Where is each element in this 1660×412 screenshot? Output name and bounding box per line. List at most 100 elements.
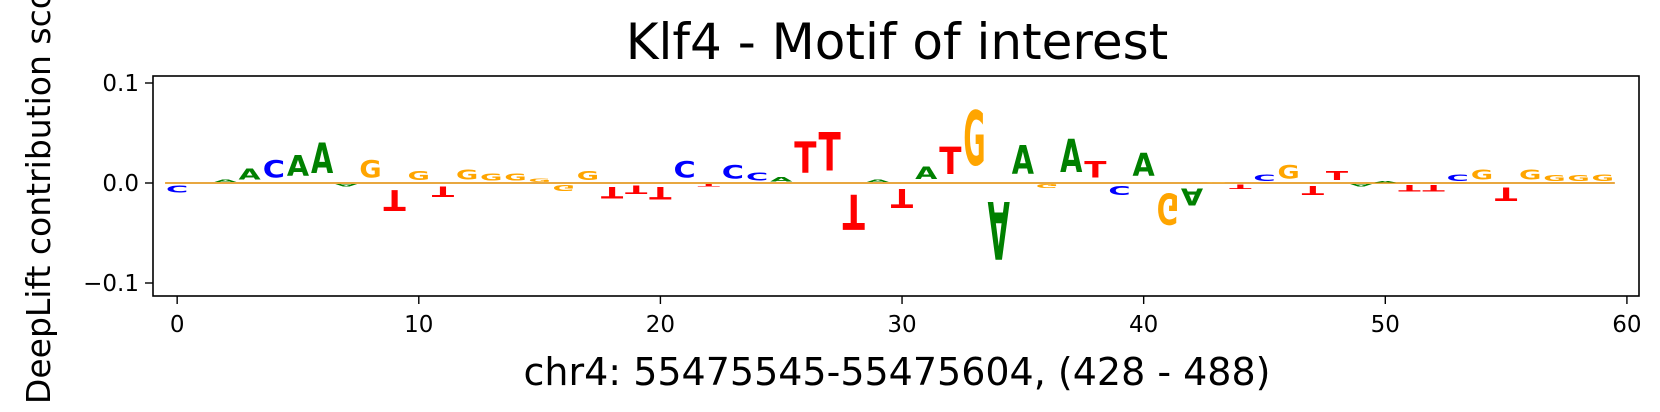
logo-letter-53: C bbox=[1447, 173, 1469, 183]
svg-text:C: C bbox=[263, 156, 285, 183]
svg-text:A: A bbox=[335, 183, 357, 187]
y-tick-label-1: 0.0 bbox=[102, 171, 139, 197]
svg-text:C: C bbox=[1253, 173, 1275, 183]
logo-letter-42: A bbox=[1181, 182, 1204, 209]
svg-text:T: T bbox=[625, 183, 648, 196]
logo-letter-38: T bbox=[1084, 157, 1106, 183]
svg-text:T: T bbox=[649, 183, 672, 203]
plot-frame bbox=[152, 75, 1640, 297]
svg-text:G: G bbox=[1592, 173, 1614, 183]
logo-letter-18: T bbox=[601, 182, 624, 201]
logo-letter-58: G bbox=[1567, 174, 1589, 183]
svg-text:T: T bbox=[794, 133, 816, 182]
logo-letter-17: G bbox=[577, 169, 599, 183]
svg-text:G: G bbox=[1519, 168, 1541, 184]
svg-text:T: T bbox=[939, 140, 961, 184]
svg-text:T: T bbox=[432, 183, 455, 200]
svg-text:A: A bbox=[1012, 138, 1035, 184]
svg-text:A: A bbox=[988, 182, 1010, 274]
logo-letter-4: C bbox=[263, 156, 285, 183]
svg-text:G: G bbox=[1205, 182, 1227, 183]
logo-letter-52: T bbox=[1423, 183, 1446, 193]
logo-letter-13: G bbox=[480, 172, 502, 183]
logo-letter-28: T bbox=[843, 183, 865, 239]
svg-text:T: T bbox=[1423, 183, 1446, 193]
logo-letter-7: A bbox=[335, 183, 357, 187]
svg-text:T: T bbox=[1326, 168, 1348, 183]
logo-letter-47: T bbox=[1302, 183, 1324, 198]
logo-letter-30: T bbox=[891, 183, 913, 213]
svg-text:A: A bbox=[867, 179, 889, 183]
logo-letter-32: T bbox=[939, 140, 961, 184]
logo-letter-41: G bbox=[1157, 183, 1179, 232]
svg-text:C: C bbox=[722, 161, 744, 183]
svg-text:A: A bbox=[1350, 183, 1372, 187]
logo-letter-3: A bbox=[239, 166, 261, 183]
logo-letter-33: G bbox=[963, 97, 985, 183]
svg-text:C: C bbox=[1447, 173, 1469, 183]
svg-text:T: T bbox=[1302, 183, 1324, 198]
logo-letter-40: A bbox=[1133, 148, 1155, 184]
logo-letter-43: G bbox=[1205, 182, 1227, 183]
svg-text:A: A bbox=[1374, 181, 1397, 183]
logo-letter-2: A bbox=[214, 179, 236, 183]
logo-letter-20: T bbox=[649, 183, 672, 203]
x-tick-label-50: 50 bbox=[1371, 312, 1400, 338]
svg-text:T: T bbox=[843, 183, 865, 239]
svg-text:G: G bbox=[1036, 183, 1058, 189]
svg-text:G: G bbox=[553, 183, 575, 192]
x-tick-label-30: 30 bbox=[887, 312, 916, 338]
svg-text:A: A bbox=[287, 150, 309, 183]
logo-letter-24: C bbox=[746, 171, 768, 183]
svg-text:T: T bbox=[1495, 183, 1517, 205]
svg-text:G: G bbox=[480, 172, 502, 183]
svg-text:T: T bbox=[1398, 183, 1421, 193]
svg-text:G: G bbox=[456, 168, 478, 184]
logo-letter-55: T bbox=[1495, 183, 1517, 205]
logo-letter-25: A bbox=[770, 176, 792, 183]
svg-text:G: G bbox=[359, 156, 381, 184]
svg-text:A: A bbox=[311, 136, 333, 184]
svg-text:T: T bbox=[601, 182, 624, 201]
svg-text:G: G bbox=[963, 97, 985, 183]
svg-text:G: G bbox=[1278, 162, 1300, 184]
logo-letter-19: T bbox=[625, 183, 648, 196]
logo-letter-6: A bbox=[311, 136, 333, 184]
x-tick-label-20: 20 bbox=[646, 312, 675, 338]
svg-text:A: A bbox=[214, 179, 236, 183]
y-axis-label: DeepLift contribution score bbox=[19, 0, 58, 404]
logo-letter-16: G bbox=[553, 183, 575, 192]
logo-letter-12: G bbox=[456, 168, 478, 184]
y-tick-label-0: 0.1 bbox=[102, 71, 139, 97]
logo-letter-54: G bbox=[1471, 168, 1493, 184]
logo-letter-51: T bbox=[1398, 183, 1421, 193]
svg-text:C: C bbox=[166, 183, 188, 194]
logo-letter-14: G bbox=[504, 172, 526, 183]
svg-text:T: T bbox=[818, 122, 840, 183]
logo-letter-21: C bbox=[673, 158, 695, 184]
logo-letter-0: C bbox=[166, 183, 188, 194]
svg-text:G: G bbox=[408, 169, 430, 183]
logo-letter-44: T bbox=[1229, 183, 1251, 190]
logo-letter-5: A bbox=[287, 150, 309, 183]
logo-letter-34: A bbox=[988, 182, 1010, 274]
svg-text:T: T bbox=[1084, 157, 1106, 183]
logo-letter-23: C bbox=[722, 161, 744, 183]
svg-text:G: G bbox=[577, 169, 599, 183]
svg-text:A: A bbox=[1060, 130, 1083, 183]
svg-text:A: A bbox=[770, 176, 792, 183]
axis-ticks: 0 10 20 30 40 50 60 0.1 0.0 −0.1 bbox=[83, 71, 1641, 338]
logo-letter-49: A bbox=[1350, 183, 1372, 187]
logo-letter-11: T bbox=[432, 183, 455, 200]
x-tick-label-60: 60 bbox=[1612, 312, 1641, 338]
svg-text:A: A bbox=[239, 166, 261, 183]
x-tick-label-40: 40 bbox=[1129, 312, 1158, 338]
svg-text:C: C bbox=[673, 158, 695, 184]
logo-letter-56: G bbox=[1519, 168, 1541, 184]
logo-letter-15: G bbox=[528, 178, 550, 183]
logo-letter-50: A bbox=[1374, 181, 1397, 183]
logo-letter-27: T bbox=[818, 122, 840, 183]
